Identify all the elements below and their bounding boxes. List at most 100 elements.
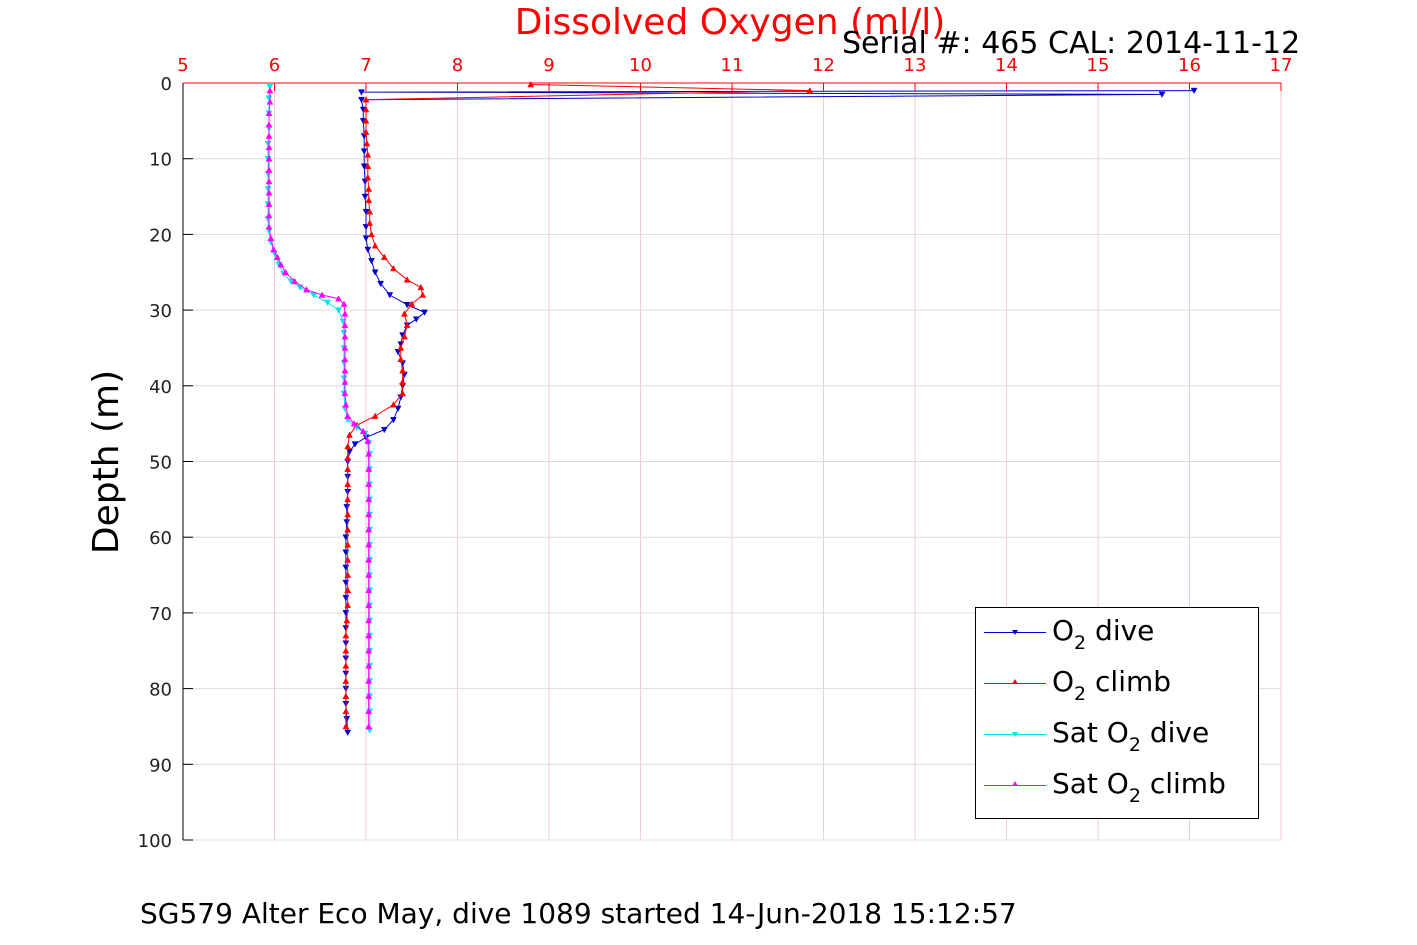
o2_climb-point	[344, 465, 352, 472]
o2_climb-point	[342, 677, 350, 684]
x-tick-label: 8	[452, 55, 463, 76]
y-tick-label: 20	[149, 225, 172, 246]
sat_climb-point	[265, 177, 273, 185]
sat_climb-point	[344, 412, 352, 419]
o2_climb-point	[397, 355, 405, 363]
o2_dive-point	[371, 269, 379, 276]
sat_dive-point	[340, 375, 348, 382]
legend-label: O2 climb	[1052, 665, 1172, 704]
sat_climb-point	[265, 143, 273, 151]
sat_climb-point	[365, 571, 373, 578]
sat_climb-point	[291, 277, 299, 285]
o2_climb-point	[403, 321, 411, 328]
sat_dive-line	[267, 86, 371, 731]
o2_climb-point	[344, 526, 352, 533]
sat_climb-point	[365, 662, 373, 669]
o2_climb-point	[346, 431, 353, 438]
sat_climb-point	[265, 223, 273, 230]
o2_climb-point	[344, 442, 352, 450]
legend-marker	[1012, 630, 1018, 635]
y-tick-label: 90	[149, 755, 172, 776]
y-tick-label: 40	[149, 377, 172, 398]
sat_climb-point	[341, 344, 349, 351]
x-tick-label: 12	[812, 55, 835, 76]
o2_climb-point	[401, 333, 408, 340]
y-tick-label: 0	[161, 74, 172, 95]
chart-title: Dissolved Oxygen (ml/l)	[515, 2, 946, 43]
sat_climb-point	[265, 189, 273, 196]
o2_climb-point	[362, 96, 370, 103]
legend-label-prefix: O	[1052, 614, 1075, 647]
sat_climb-point	[265, 155, 273, 162]
o2_climb-point	[366, 208, 374, 215]
legend: O2 dive O2 climb Sat O2 dive Sat O2 climb	[975, 607, 1259, 819]
sat_climb-point	[365, 632, 373, 639]
sat_dive-point	[340, 330, 348, 337]
sat_dive-point	[266, 84, 274, 91]
legend-item-sat_climb: Sat O2 climb	[976, 763, 1258, 813]
legend-label-subscript: 2	[1074, 683, 1087, 705]
o2_climb-point	[399, 389, 407, 397]
x-tick-label: 13	[904, 55, 927, 76]
sat_climb-point	[365, 677, 373, 684]
o2_climb-point	[364, 151, 372, 158]
o2_climb-point	[344, 495, 352, 503]
sat_climb-point	[365, 692, 373, 699]
sat_dive-point	[264, 186, 272, 193]
sat_climb-point	[342, 401, 350, 408]
x-tick-label: 10	[629, 55, 652, 76]
sat_climb-point	[341, 333, 349, 340]
data-series	[264, 80, 1198, 737]
x-tick-label: 17	[1270, 55, 1293, 76]
sat_climb-point	[335, 295, 342, 302]
legend-label-suffix: dive	[1086, 614, 1155, 647]
o2_climb-point	[380, 253, 388, 260]
sat_dive-point	[287, 278, 295, 285]
o2_climb-point	[363, 140, 371, 147]
o2_climb-point	[408, 300, 416, 307]
legend-label: O2 dive	[1052, 614, 1155, 653]
o2_climb-point	[364, 174, 372, 181]
o2_dive-point	[358, 89, 365, 96]
o2_climb-point	[417, 283, 425, 291]
sat_climb-point	[365, 586, 373, 593]
sat_climb-point	[267, 234, 275, 241]
x-tick-label: 6	[269, 55, 280, 76]
y-tick-label: 50	[149, 453, 172, 474]
x-tick-label: 15	[1087, 55, 1110, 76]
legend-label-subscript: 2	[1128, 734, 1141, 756]
sat_climb-point	[340, 300, 348, 307]
sat_climb-point	[365, 647, 373, 654]
sat_climb-point	[365, 465, 373, 472]
legend-item-o2_dive: O2 dive	[976, 610, 1258, 660]
legend-label-suffix: climb	[1086, 665, 1172, 698]
sat_climb-point	[318, 291, 326, 298]
o2_climb-point	[344, 510, 352, 518]
sat_climb-point	[341, 355, 349, 363]
o2_climb-point	[344, 586, 352, 593]
y-tick-label: 70	[149, 604, 172, 625]
legend-label-suffix: climb	[1140, 767, 1226, 800]
o2_climb-point	[365, 185, 373, 192]
o2_dive-point	[343, 519, 351, 526]
o2_dive-point	[403, 302, 411, 309]
legend-marker	[1012, 781, 1018, 786]
o2_climb-line	[345, 84, 810, 727]
o2_climb-point	[344, 480, 352, 487]
o2_dive-point	[362, 235, 370, 242]
sat_climb-point	[341, 310, 349, 317]
legend-label-prefix: Sat O	[1052, 716, 1129, 749]
sat_climb-point	[365, 526, 373, 533]
o2_climb-point	[365, 196, 373, 204]
o2_climb-point	[342, 632, 350, 639]
legend-label-subscript: 2	[1074, 632, 1087, 654]
o2_climb-point	[344, 541, 352, 548]
y-tick-label: 30	[149, 301, 172, 322]
sat_dive-point	[335, 307, 342, 314]
legend-label: Sat O2 climb	[1052, 767, 1226, 806]
y-tick-label: 10	[149, 150, 172, 171]
sat_climb-point	[350, 420, 358, 427]
sat_climb-point	[364, 437, 372, 444]
sat_dive-point	[265, 95, 273, 102]
o2_dive-point	[380, 426, 388, 434]
